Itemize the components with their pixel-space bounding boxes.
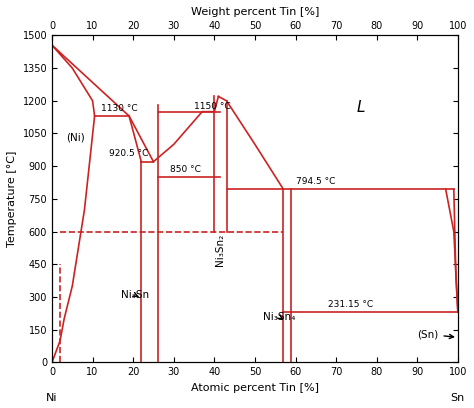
Text: 794.5 °C: 794.5 °C xyxy=(295,177,335,186)
X-axis label: Atomic percent Tin [%]: Atomic percent Tin [%] xyxy=(191,383,319,393)
Text: 231.15 °C: 231.15 °C xyxy=(328,299,373,308)
Text: L: L xyxy=(356,100,365,115)
Text: Sn: Sn xyxy=(451,392,465,403)
Text: Ni₃Sn₂: Ni₃Sn₂ xyxy=(215,234,226,266)
Text: (Sn): (Sn) xyxy=(417,329,454,339)
Text: Ni₃Sn: Ni₃Sn xyxy=(121,290,149,300)
Text: 850 °C: 850 °C xyxy=(170,165,201,174)
Text: 920.5 °C: 920.5 °C xyxy=(109,149,148,158)
X-axis label: Weight percent Tin [%]: Weight percent Tin [%] xyxy=(191,7,319,17)
Text: 1130 °C: 1130 °C xyxy=(100,104,137,113)
Text: Ni₃Sn₄: Ni₃Sn₄ xyxy=(263,312,295,322)
Text: (Ni): (Ni) xyxy=(66,132,85,142)
Text: 1150 °C: 1150 °C xyxy=(194,102,231,111)
Y-axis label: Temperature [°C]: Temperature [°C] xyxy=(7,151,17,247)
Text: Ni: Ni xyxy=(46,392,58,403)
